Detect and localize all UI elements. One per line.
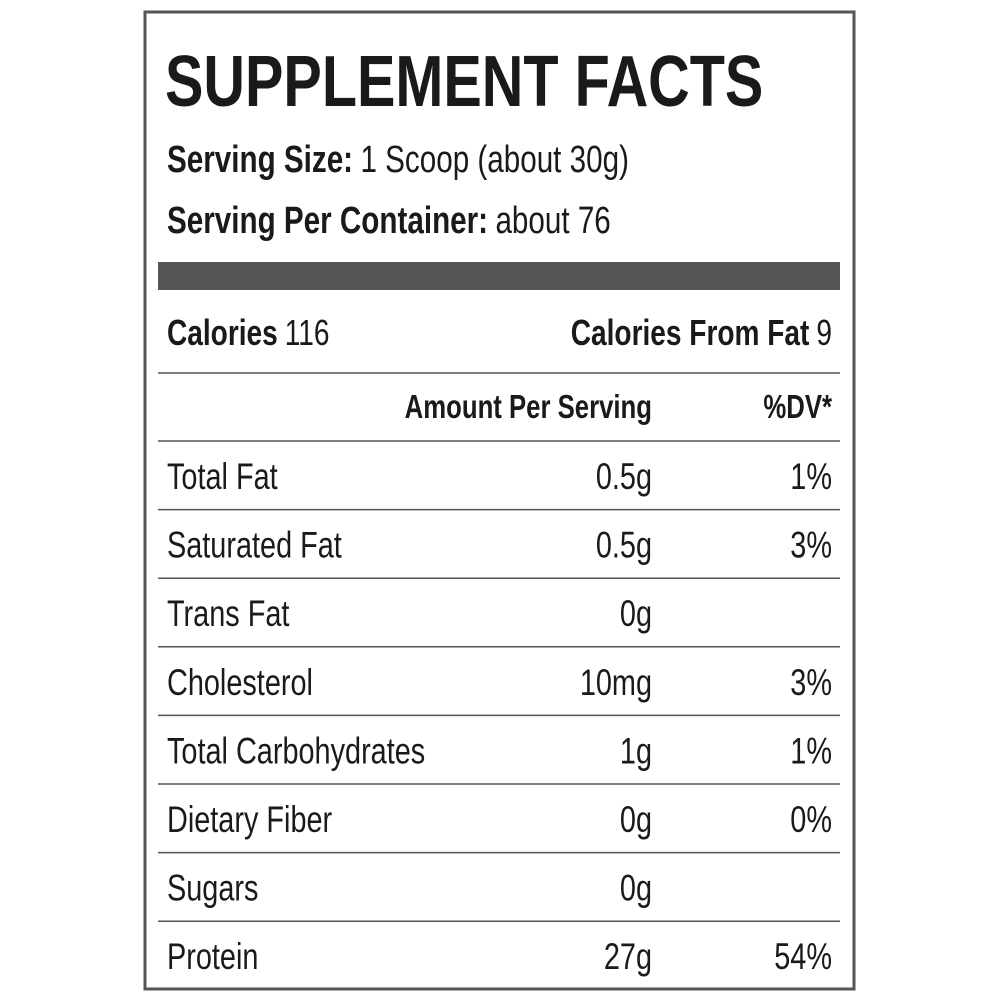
serving-size: Serving Size: 1 Scoop (about 30g): [167, 139, 629, 181]
serving-size-part: 1 Scoop (about 30g): [360, 139, 628, 181]
nutrient-name: Protein: [167, 937, 258, 978]
nutrient-amount-part: 27g: [604, 937, 652, 978]
nutrient-dv: 3%: [790, 662, 832, 703]
nutrient-dv: 3%: [790, 525, 832, 566]
nutrient-name: Total Carbohydrates: [167, 731, 425, 772]
column-header: %DV*: [763, 389, 832, 426]
column-header: Amount Per Serving: [405, 389, 652, 426]
nutrient-name-part: Saturated Fat: [167, 525, 342, 566]
nutrient-name: Cholesterol: [167, 662, 313, 703]
nutrient-amount-part: 0g: [620, 868, 652, 909]
nutrient-amount: 0.5g: [596, 457, 652, 498]
servings-per-container: Serving Per Container: about 76: [167, 200, 611, 242]
nutrient-amount-part: 1g: [620, 731, 652, 772]
nutrient-name-part: Total Carbohydrates: [167, 731, 425, 772]
nutrient-amount: 0.5g: [596, 525, 652, 566]
nutrient-dv-part: 1%: [790, 731, 832, 772]
nutrient-amount: 10mg: [580, 662, 652, 703]
nutrient-dv: 0%: [790, 800, 832, 841]
nutrient-amount: 0g: [620, 868, 652, 909]
serving-size-part: Serving Size:: [167, 139, 353, 181]
nutrient-name-part: Trans Fat: [167, 594, 289, 635]
nutrient-dv-part: 1%: [790, 457, 832, 498]
servings-per-container-part: Serving Per Container:: [167, 200, 488, 242]
column-header-part: %DV*: [763, 389, 832, 426]
nutrient-dv: 54%: [774, 937, 832, 978]
nutrient-dv-part: 0%: [790, 800, 832, 841]
nutrient-amount-part: 10mg: [580, 662, 652, 703]
nutrient-amount-part: 0g: [620, 594, 652, 635]
calories-from-fat-part: 9: [816, 313, 832, 353]
nutrient-amount: 0g: [620, 800, 652, 841]
nutrient-amount: 0g: [620, 594, 652, 635]
nutrient-name-part: Dietary Fiber: [167, 800, 332, 841]
nutrient-name-part: Sugars: [167, 868, 258, 909]
nutrient-name: Sugars: [167, 868, 258, 909]
nutrient-amount: 27g: [604, 937, 652, 978]
calories-from-fat: Calories From Fat 9: [571, 313, 832, 353]
nutrient-name-part: Total Fat: [167, 457, 278, 498]
nutrient-name-part: Protein: [167, 937, 258, 978]
nutrient-name: Saturated Fat: [167, 525, 342, 566]
nutrient-amount-part: 0.5g: [596, 525, 652, 566]
nutrient-amount: 1g: [620, 731, 652, 772]
nutrient-name: Trans Fat: [167, 594, 289, 635]
column-header-part: Amount Per Serving: [405, 389, 652, 426]
nutrient-name: Dietary Fiber: [167, 800, 332, 841]
calories-part: Calories: [167, 313, 278, 353]
nutrient-name-part: Cholesterol: [167, 662, 313, 703]
servings-per-container-part: about 76: [495, 200, 610, 242]
nutrient-dv: 1%: [790, 731, 832, 772]
calories-from-fat-part: Calories From Fat: [571, 313, 810, 353]
title-part: SUPPLEMENT FACTS: [165, 41, 763, 122]
nutrient-name: Total Fat: [167, 457, 278, 498]
nutrient-amount-part: 0g: [620, 800, 652, 841]
nutrient-dv: 1%: [790, 457, 832, 498]
divider-bar: [158, 262, 840, 290]
nutrient-dv-part: 54%: [774, 937, 832, 978]
title: SUPPLEMENT FACTS: [165, 41, 763, 122]
label-border: [143, 10, 856, 991]
calories-part: 116: [285, 313, 330, 353]
nutrient-dv-part: 3%: [790, 662, 832, 703]
nutrient-dv-part: 3%: [790, 525, 832, 566]
nutrient-amount-part: 0.5g: [596, 457, 652, 498]
calories: Calories 116: [167, 313, 330, 353]
